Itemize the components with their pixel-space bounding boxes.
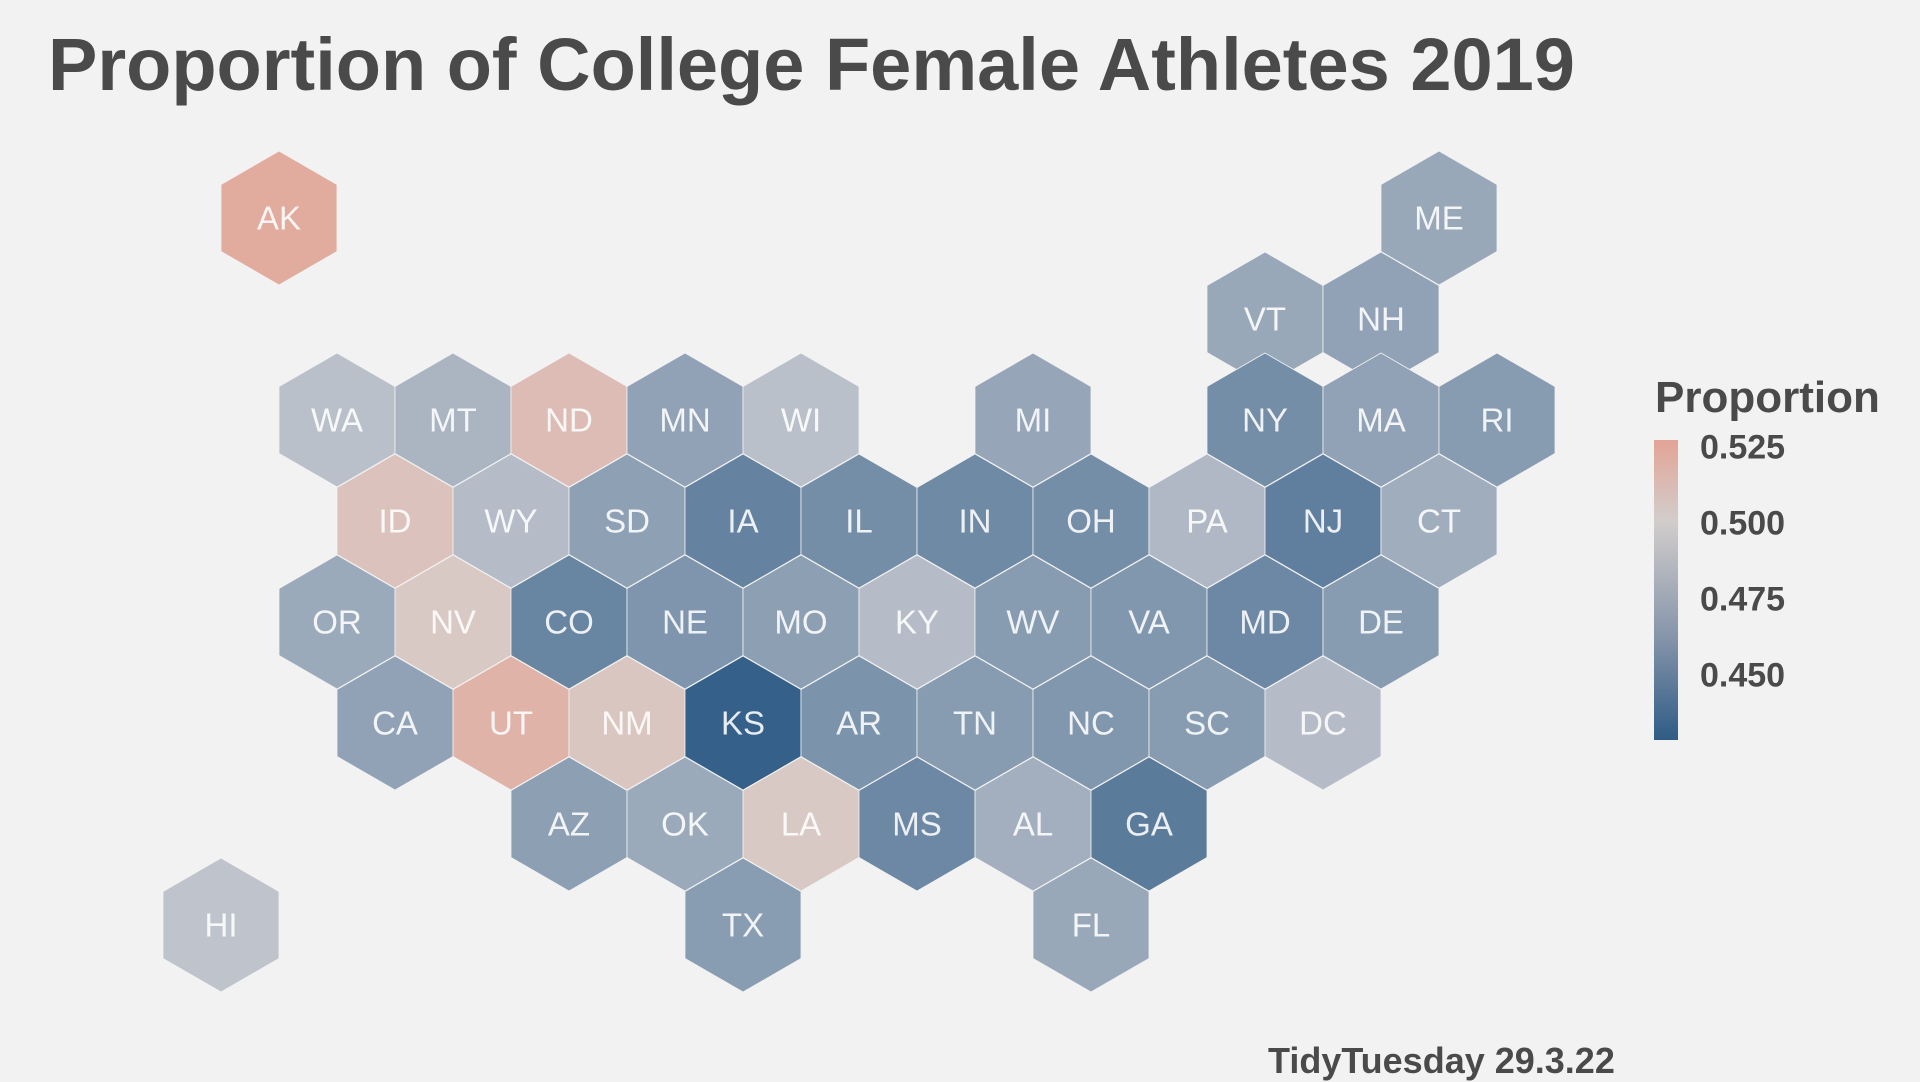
hex-label-la: LA [781, 806, 821, 843]
hex-label-nc: NC [1067, 705, 1115, 742]
hex-label-or: OR [312, 604, 362, 641]
hex-ga [1090, 756, 1208, 892]
hex-label-nj: NJ [1303, 503, 1343, 540]
hex-label-mi: MI [1015, 402, 1052, 439]
hex-ak [220, 150, 338, 286]
hex-wi [742, 352, 860, 488]
hex-label-ny: NY [1242, 402, 1288, 439]
hex-label-al: AL [1013, 806, 1053, 843]
legend-tick-0450: 0.450 [1700, 656, 1786, 695]
hex-label-wi: WI [781, 402, 821, 439]
hex-label-fl: FL [1072, 907, 1111, 944]
hex-label-az: AZ [548, 806, 590, 843]
hex-ri [1438, 352, 1556, 488]
caption: TidyTuesday 29.3.22 [1268, 1040, 1615, 1081]
hex-label-hi: HI [205, 907, 238, 944]
hex-label-tx: TX [722, 907, 764, 944]
hex-label-ca: CA [372, 705, 418, 742]
hex-fl [1032, 857, 1150, 993]
hex-label-ms: MS [892, 806, 942, 843]
hex-label-mo: MO [774, 604, 827, 641]
hex-label-nh: NH [1357, 301, 1405, 338]
hex-label-de: DE [1358, 604, 1404, 641]
hex-label-ne: NE [662, 604, 708, 641]
hex-label-sc: SC [1184, 705, 1230, 742]
hex-mi [974, 352, 1092, 488]
legend-colorbar [1654, 440, 1678, 740]
hex-label-wy: WY [484, 503, 537, 540]
hex-tx [684, 857, 802, 993]
hex-label-ok: OK [661, 806, 709, 843]
hex-label-ma: MA [1356, 402, 1406, 439]
hex-dc [1264, 655, 1382, 791]
hex-label-nd: ND [545, 402, 593, 439]
legend-tick-0500: 0.500 [1700, 504, 1786, 543]
hex-hi [162, 857, 280, 993]
hex-label-oh: OH [1066, 503, 1116, 540]
hex-me [1380, 150, 1498, 286]
hex-label-wa: WA [311, 402, 363, 439]
hex-label-id: ID [379, 503, 412, 540]
hex-label-tn: TN [953, 705, 997, 742]
hex-label-nm: NM [601, 705, 652, 742]
hex-ct [1380, 453, 1498, 589]
hex-label-nv: NV [430, 604, 476, 641]
hex-label-co: CO [544, 604, 594, 641]
legend-title: Proportion [1655, 373, 1880, 422]
hex-label-ky: KY [895, 604, 939, 641]
hex-label-dc: DC [1299, 705, 1347, 742]
hex-label-ct: CT [1417, 503, 1461, 540]
hex-label-il: IL [845, 503, 873, 540]
hex-label-in: IN [959, 503, 992, 540]
hex-label-pa: PA [1186, 503, 1228, 540]
hex-label-wv: WV [1006, 604, 1059, 641]
hex-label-sd: SD [604, 503, 650, 540]
map-title: Proportion of College Female Athletes 20… [48, 23, 1575, 106]
hex-label-mt: MT [429, 402, 477, 439]
hex-label-ia: IA [727, 503, 758, 540]
hex-label-me: ME [1414, 200, 1464, 237]
hex-label-ks: KS [721, 705, 765, 742]
hex-label-ut: UT [489, 705, 533, 742]
legend-tick-0525: 0.525 [1700, 428, 1786, 467]
hex-label-ak: AK [257, 200, 301, 237]
hex-label-va: VA [1128, 604, 1170, 641]
hex-label-vt: VT [1244, 301, 1286, 338]
legend-tick-0475: 0.475 [1700, 580, 1786, 619]
hex-label-ri: RI [1481, 402, 1514, 439]
hex-label-md: MD [1239, 604, 1290, 641]
hex-label-mn: MN [659, 402, 710, 439]
hex-label-ga: GA [1125, 806, 1173, 843]
hex-de [1322, 554, 1440, 690]
hex-label-ar: AR [836, 705, 882, 742]
